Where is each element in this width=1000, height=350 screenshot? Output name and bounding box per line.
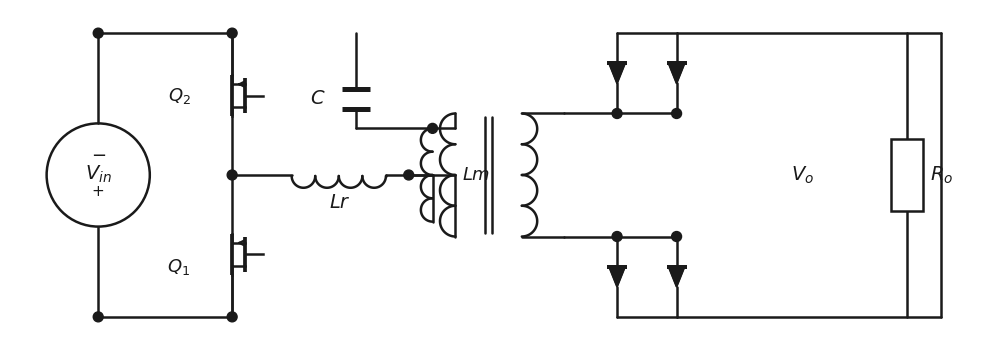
Text: $Q_2$: $Q_2$ xyxy=(168,86,190,106)
Circle shape xyxy=(612,108,622,118)
Text: Lr: Lr xyxy=(330,193,349,212)
Text: Lm: Lm xyxy=(462,166,490,184)
Circle shape xyxy=(672,108,682,118)
Text: +: + xyxy=(92,184,105,200)
Circle shape xyxy=(404,170,414,180)
Polygon shape xyxy=(609,267,625,287)
FancyBboxPatch shape xyxy=(891,139,923,211)
Circle shape xyxy=(93,28,103,38)
Text: $R_o$: $R_o$ xyxy=(930,164,953,186)
Polygon shape xyxy=(669,267,685,287)
Circle shape xyxy=(227,312,237,322)
Polygon shape xyxy=(609,63,625,83)
Circle shape xyxy=(428,124,438,133)
Text: $V_{in}$: $V_{in}$ xyxy=(85,163,112,185)
Text: C: C xyxy=(310,89,323,108)
Circle shape xyxy=(227,28,237,38)
Text: $Q_1$: $Q_1$ xyxy=(167,257,190,277)
Text: $V_o$: $V_o$ xyxy=(791,164,814,186)
Text: −: − xyxy=(91,147,106,165)
Circle shape xyxy=(612,232,622,242)
Circle shape xyxy=(227,170,237,180)
Circle shape xyxy=(93,312,103,322)
Circle shape xyxy=(672,232,682,242)
Polygon shape xyxy=(669,63,685,83)
